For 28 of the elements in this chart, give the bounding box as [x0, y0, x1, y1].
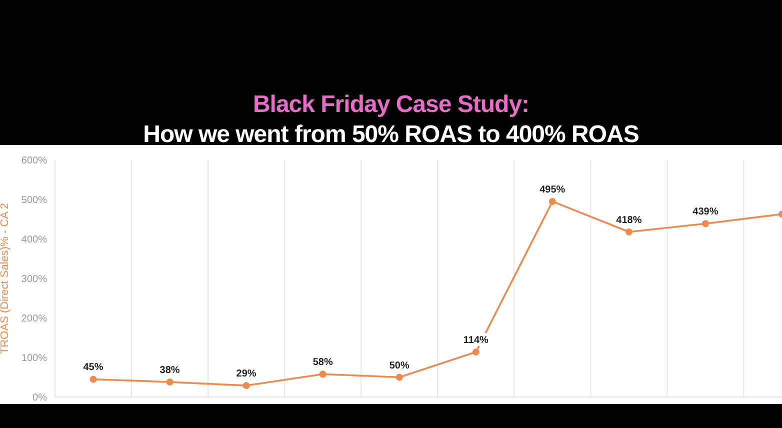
chart-subtitle: How we went from 50% ROAS to 400% ROAS: [142, 120, 640, 150]
point: [472, 348, 480, 356]
data-label: 29%: [236, 368, 256, 380]
data-label: 50%: [389, 360, 410, 372]
data-label: 38%: [160, 364, 180, 376]
point: [396, 374, 403, 381]
point: [242, 382, 250, 390]
point: [319, 370, 326, 378]
point: [548, 198, 556, 205]
data-label: 418%: [616, 214, 642, 226]
data-label: 495%: [540, 184, 566, 196]
chart-title: Black Friday Case Study:: [252, 90, 530, 120]
point: [702, 220, 709, 228]
point: [90, 376, 97, 383]
y-tick-label: 600%: [21, 156, 48, 167]
data-label: 114%: [463, 334, 489, 346]
y-tick-label: 200%: [21, 314, 48, 325]
y-tick-label: 300%: [21, 274, 48, 286]
y-tick-label: 400%: [21, 234, 48, 246]
y-axis-title: TROAS (Direct Sales)% - CA 2: [0, 203, 11, 354]
point: [166, 378, 174, 386]
data-label: 45%: [83, 362, 104, 374]
y-tick-label: 500%: [21, 195, 48, 206]
data-label: 58%: [312, 357, 333, 368]
y-tick-label: 0%: [32, 392, 48, 404]
point: [625, 228, 632, 236]
data-label: 439%: [692, 206, 718, 218]
y-tick-label: 100%: [21, 353, 48, 364]
